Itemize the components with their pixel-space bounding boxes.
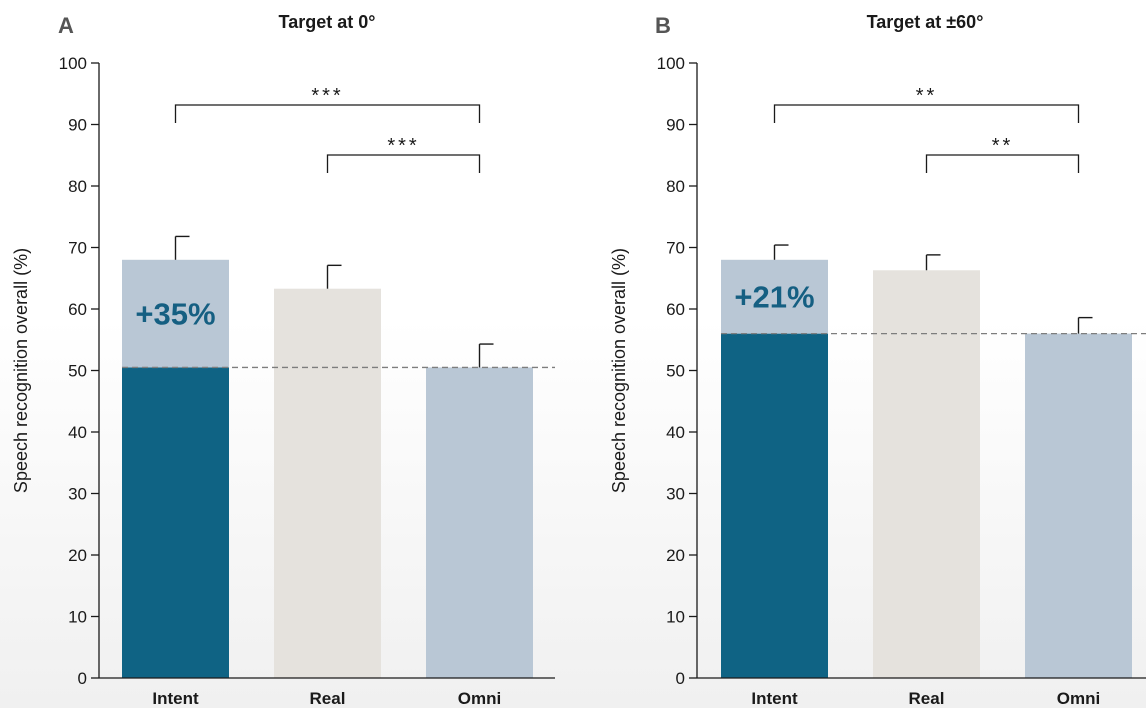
panel-a: A Target at 0° Speech recognition overall … — [11, 12, 555, 708]
significance-label: ** — [916, 85, 938, 107]
y-tick-label: 20 — [666, 546, 685, 565]
y-tick-label: 30 — [68, 485, 87, 504]
y-tick-label: 90 — [68, 116, 87, 135]
y-tick-label: 100 — [59, 54, 87, 73]
y-tick-label: 60 — [68, 300, 87, 319]
category-label-intent: Intent — [152, 689, 199, 708]
panel-title: Target at 0° — [279, 12, 376, 32]
bar-real — [873, 270, 980, 678]
panel-letter: B — [655, 13, 671, 38]
y-tick-label: 40 — [68, 423, 87, 442]
y-tick-label: 30 — [666, 485, 685, 504]
bar-real — [274, 288, 381, 678]
bar-intent-base — [122, 367, 229, 678]
significance-bracket — [174, 104, 481, 123]
panel-title: Target at ±60° — [867, 12, 984, 32]
significance-label: *** — [311, 85, 343, 107]
y-tick-label: 20 — [68, 546, 87, 565]
significance-label: ** — [992, 135, 1014, 157]
y-tick-label: 80 — [666, 177, 685, 196]
category-label-real: Real — [310, 689, 346, 708]
y-tick-label: 10 — [68, 608, 87, 627]
y-tick-label: 70 — [68, 239, 87, 258]
bar-intent-base — [721, 333, 828, 678]
category-label-real: Real — [909, 689, 945, 708]
y-tick-label: 100 — [657, 54, 685, 73]
y-tick-label: 80 — [68, 177, 87, 196]
y-tick-label: 40 — [666, 423, 685, 442]
y-axis-label: Speech recognition overall (%) — [11, 248, 31, 493]
category-label-omni: Omni — [1057, 689, 1100, 708]
panel-letter: A — [58, 13, 74, 38]
improvement-annotation: +35% — [135, 297, 215, 332]
significance-label: *** — [387, 135, 419, 157]
significance-bracket — [773, 104, 1080, 123]
y-tick-label: 90 — [666, 116, 685, 135]
bar-intent-gain — [721, 259, 828, 334]
y-tick-label: 0 — [78, 669, 87, 688]
category-label-omni: Omni — [458, 689, 501, 708]
significance-bracket — [925, 154, 1080, 173]
panel-b: B Target at ±60° Speech recognition overal… — [609, 12, 1146, 708]
improvement-annotation: +21% — [734, 280, 814, 315]
bar-omni — [426, 367, 533, 678]
y-tick-label: 0 — [676, 669, 685, 688]
y-axis-label: Speech recognition overall (%) — [609, 248, 629, 493]
y-tick-label: 70 — [666, 239, 685, 258]
y-tick-label: 10 — [666, 608, 685, 627]
y-tick-label: 50 — [68, 362, 87, 381]
bar-intent-gain — [122, 259, 229, 368]
y-tick-label: 60 — [666, 300, 685, 319]
category-label-intent: Intent — [751, 689, 798, 708]
y-tick-label: 50 — [666, 362, 685, 381]
bar-omni — [1025, 333, 1132, 678]
significance-bracket — [326, 154, 481, 173]
